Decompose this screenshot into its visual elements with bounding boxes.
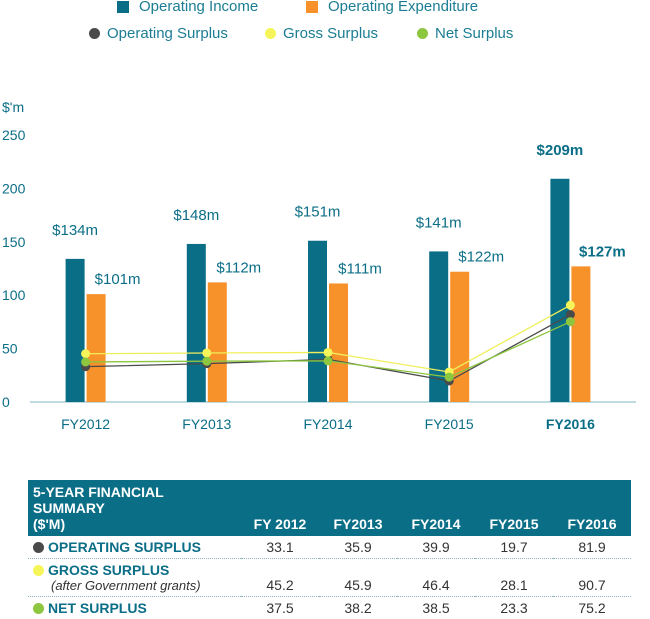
- table-col-header: FY2014: [397, 480, 475, 536]
- table-col-header: FY 2012: [241, 480, 319, 536]
- bar-value-label: $141m: [416, 214, 462, 231]
- x-tick-label: FY2014: [303, 416, 352, 432]
- row-label: NET SURPLUS: [48, 600, 147, 616]
- point-net-surplus: [324, 356, 333, 365]
- point-gross-surplus: [202, 348, 211, 357]
- bar-value-label: $122m: [458, 249, 504, 266]
- table-col-header: FY2016: [553, 480, 631, 536]
- y-tick-label: 150: [2, 234, 26, 250]
- table-cell: 45.2: [241, 559, 319, 597]
- y-tick-label: 50: [2, 341, 18, 357]
- table-cell: 39.9: [397, 536, 475, 559]
- bar-operating-expenditure: [87, 294, 106, 402]
- bar-operating-expenditure: [571, 266, 590, 402]
- table-cell: 19.7: [475, 536, 553, 559]
- point-net-surplus: [445, 373, 454, 382]
- point-net-surplus: [566, 317, 575, 326]
- point-net-surplus: [202, 357, 211, 366]
- y-tick-label: 200: [2, 180, 26, 196]
- x-tick-label: FY2016: [546, 416, 595, 432]
- net-surplus-dot-icon: [33, 603, 44, 614]
- bar-value-label: $151m: [295, 204, 341, 221]
- bar-operating-income: [308, 241, 327, 402]
- y-axis-label: $'m: [2, 99, 24, 115]
- bar-operating-income: [550, 179, 569, 402]
- table-cell: 35.9: [319, 536, 397, 559]
- point-gross-surplus: [81, 349, 90, 358]
- bar-operating-income: [66, 259, 85, 402]
- financial-summary-table: 5-YEAR FINANCIAL SUMMARY ($'M) FY 2012 F…: [28, 480, 631, 619]
- gross-surplus-dot-icon: [33, 565, 44, 576]
- table-cell: 45.9: [319, 559, 397, 597]
- row-label: OPERATING SURPLUS: [48, 539, 201, 555]
- line-operating-surplus: [86, 315, 571, 381]
- bar-operating-expenditure: [208, 282, 227, 402]
- bar-value-label: $209m: [537, 142, 584, 159]
- table-col-header: FY2015: [475, 480, 553, 536]
- bar-value-label: $127m: [579, 243, 626, 260]
- y-tick-label: 0: [2, 394, 10, 410]
- bar-value-label: $148m: [173, 207, 219, 224]
- x-tick-label: FY2015: [425, 416, 474, 432]
- x-tick-label: FY2013: [182, 416, 231, 432]
- operating-surplus-dot-icon: [33, 542, 44, 553]
- table-row-gross-surplus: GROSS SURPLUS(after Government grants) 4…: [28, 559, 631, 597]
- table-title: 5-YEAR FINANCIAL SUMMARY ($'M): [28, 480, 241, 536]
- table-cell: 81.9: [553, 536, 631, 559]
- table-cell: 90.7: [553, 559, 631, 597]
- point-gross-surplus: [566, 301, 575, 310]
- table-header-row: 5-YEAR FINANCIAL SUMMARY ($'M) FY 2012 F…: [28, 480, 631, 536]
- x-tick-label: FY2012: [61, 416, 110, 432]
- bar-operating-income: [187, 244, 206, 402]
- bar-value-label: $134m: [52, 222, 98, 239]
- row-label: GROSS SURPLUS: [48, 562, 169, 578]
- table-cell: 28.1: [475, 559, 553, 597]
- table-row-operating-surplus: OPERATING SURPLUS 33.1 35.9 39.9 19.7 81…: [28, 536, 631, 559]
- table-cell: 33.1: [241, 536, 319, 559]
- bar-value-label: $111m: [338, 260, 382, 277]
- point-gross-surplus: [324, 348, 333, 357]
- bar-line-chart: $'m 0 50 100 150 200 250 $134m $101m FY2012 $148m $…: [0, 0, 650, 440]
- bar-value-label: $101m: [95, 271, 141, 288]
- bar-value-label: $112m: [216, 259, 261, 276]
- table-cell: 46.4: [397, 559, 475, 597]
- point-net-surplus: [81, 357, 90, 366]
- y-tick-label: 100: [2, 287, 26, 303]
- table-title-text: 5-YEAR FINANCIAL SUMMARY: [33, 484, 163, 516]
- row-sublabel: (after Government grants): [33, 578, 236, 593]
- bar-operating-expenditure: [329, 283, 348, 402]
- y-tick-label: 250: [2, 127, 26, 143]
- table-col-header: FY2013: [319, 480, 397, 536]
- table-subtitle-text: ($'M): [33, 516, 65, 532]
